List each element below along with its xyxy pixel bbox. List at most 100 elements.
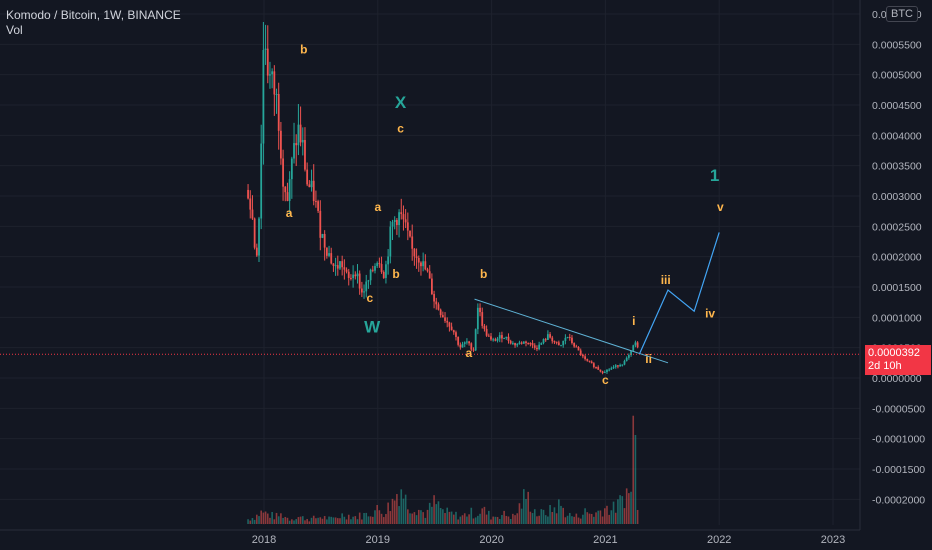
candle-body [564, 337, 567, 341]
candle-body [363, 291, 365, 293]
volume-bar [494, 516, 497, 524]
candle-body [588, 360, 591, 362]
wave-label[interactable]: i [632, 314, 635, 328]
candle-body [400, 212, 403, 215]
candle-body [479, 307, 481, 313]
candle-body [459, 344, 462, 348]
candle-body [369, 269, 372, 281]
candle-body [623, 361, 626, 365]
y-tick-label: 0.0000000 [872, 373, 922, 385]
volume-bar [398, 506, 400, 524]
x-tick-label: 2020 [479, 534, 503, 546]
volume-bar [299, 516, 302, 524]
candle-body [527, 342, 530, 344]
wave-label[interactable]: c [366, 291, 373, 305]
volume-bar [553, 507, 556, 524]
candle-body [367, 280, 370, 282]
candle-body [586, 359, 589, 361]
candle-body [634, 342, 637, 346]
candle-body [260, 143, 263, 219]
wave-label[interactable]: W [364, 318, 381, 337]
candle-body [310, 180, 313, 188]
candle-body [409, 230, 411, 237]
volume-bar [612, 501, 615, 524]
currency-badge[interactable]: BTC [886, 6, 918, 22]
wave-label[interactable]: c [602, 373, 609, 387]
candle-body [277, 94, 280, 131]
volume-bar [407, 509, 409, 524]
candle-body [430, 278, 433, 295]
volume-bar [575, 513, 578, 524]
candle-body [321, 233, 324, 238]
wave-label[interactable]: a [286, 206, 293, 220]
candle-body [577, 347, 580, 351]
trendline[interactable] [474, 298, 669, 364]
wave-label[interactable]: 1 [710, 166, 719, 185]
candle-body [411, 236, 414, 249]
candle-body [249, 198, 252, 210]
y-tick-label: 0.0002500 [872, 221, 922, 233]
volume-bar [485, 514, 488, 524]
volume-bar [625, 488, 628, 524]
volume-bar [396, 494, 398, 524]
volume-bar [558, 499, 560, 524]
candle-body [284, 186, 287, 193]
candle-body [501, 335, 503, 339]
candle-body [266, 48, 269, 76]
wave-label[interactable]: X [395, 93, 407, 112]
volume-bar [280, 513, 282, 524]
volume-bar [378, 510, 381, 524]
candle-body [625, 357, 628, 362]
volume-bar [304, 520, 306, 524]
candle-body [551, 337, 554, 342]
bar-countdown: 2d 10h [868, 360, 902, 372]
wave-label[interactable]: c [397, 121, 404, 135]
volume-bar [490, 519, 492, 524]
wave-label[interactable]: ii [645, 352, 652, 366]
volume-indicator-label[interactable]: Vol [6, 23, 23, 37]
candle-body [525, 341, 527, 343]
symbol-title[interactable]: Komodo / Bitcoin, 1W, BINANCE [6, 8, 181, 22]
volume-bar [540, 509, 543, 524]
volume-bar [372, 516, 374, 524]
volume-bar [262, 512, 265, 524]
price-axis-panel[interactable] [860, 0, 932, 550]
volume-bar [363, 513, 365, 524]
candle-body [358, 273, 361, 289]
volume-bar [256, 514, 258, 524]
volume-bar [282, 517, 284, 524]
wave-label[interactable]: a [374, 200, 381, 214]
volume-bars [247, 415, 639, 524]
candle-body [378, 263, 381, 265]
candle-body [306, 169, 309, 185]
candle-body [612, 367, 615, 369]
volume-bar [288, 520, 291, 524]
volume-bar [437, 501, 440, 524]
wave-label[interactable]: b [480, 267, 487, 281]
wave-label[interactable]: v [717, 200, 724, 214]
candle-body [395, 219, 398, 226]
candle-body [247, 189, 249, 199]
candle-body [315, 201, 317, 203]
volume-bar [391, 498, 394, 524]
wave-label[interactable]: iii [661, 273, 671, 287]
candle-body [269, 74, 271, 76]
candle-body [463, 342, 466, 345]
candle-body [382, 271, 385, 278]
volume-bar [601, 516, 604, 524]
wave-label[interactable]: iv [705, 306, 715, 320]
candle-body [279, 130, 282, 159]
volume-bar [459, 516, 462, 524]
candle-body [264, 48, 267, 50]
volume-bar [595, 512, 597, 524]
wave-label[interactable]: b [300, 42, 307, 56]
wave-label[interactable]: b [392, 267, 399, 281]
wave-label[interactable]: a [465, 346, 472, 360]
wave-projection-path[interactable] [638, 232, 720, 354]
candle-body [503, 338, 506, 340]
candle-body [571, 337, 573, 344]
candle-body [483, 325, 486, 329]
volume-bar [606, 505, 608, 524]
volume-bar [369, 516, 372, 524]
